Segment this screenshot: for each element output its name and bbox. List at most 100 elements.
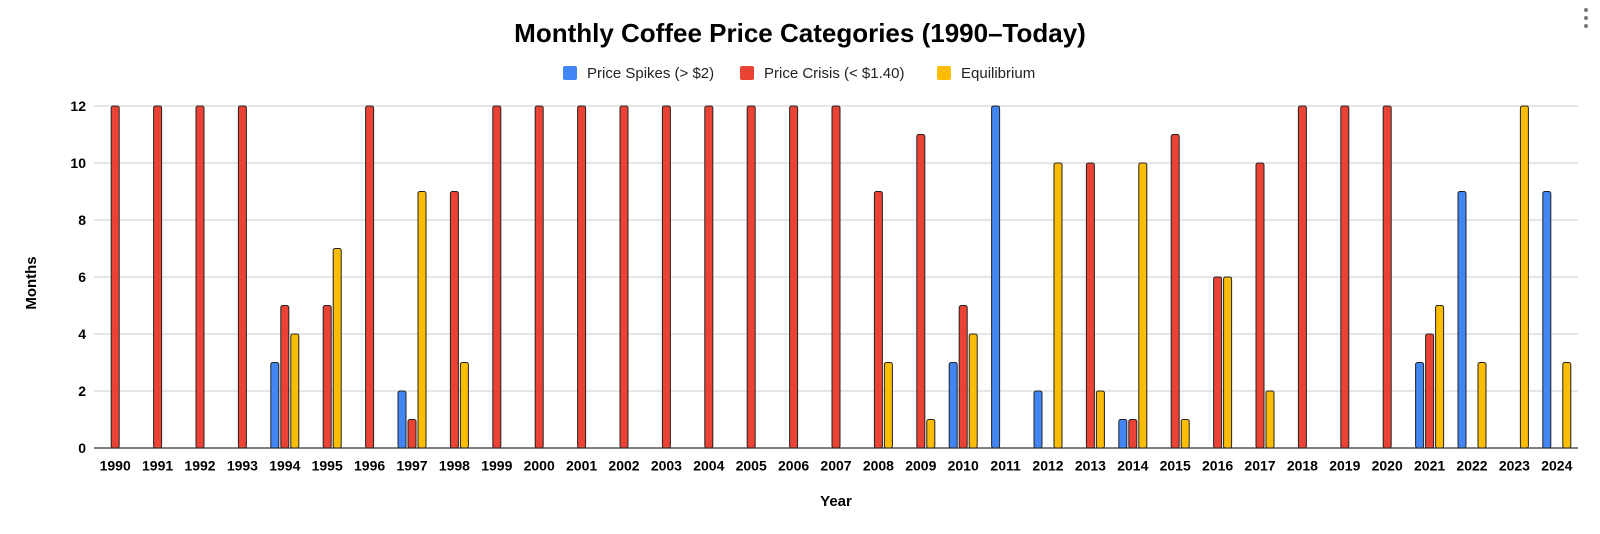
bar-2000-price-crisis bbox=[534, 105, 544, 449]
x-tick-label: 2021 bbox=[1414, 457, 1445, 473]
bar-1999-price-crisis bbox=[492, 105, 502, 449]
x-tick-label: 1990 bbox=[100, 457, 131, 473]
y-tick-label: 8 bbox=[78, 212, 86, 228]
bar-2013-equilibrium bbox=[1095, 390, 1105, 449]
x-tick-label: 2005 bbox=[736, 457, 767, 473]
x-tick-label: 2022 bbox=[1456, 457, 1487, 473]
bar-2008-price-crisis bbox=[873, 191, 883, 449]
y-tick-label: 4 bbox=[78, 326, 86, 342]
x-tick-label: 2013 bbox=[1075, 457, 1106, 473]
x-tick-label: 1994 bbox=[269, 457, 300, 473]
y-tick-label: 2 bbox=[78, 383, 86, 399]
x-tick-label: 2006 bbox=[778, 457, 809, 473]
bar-1991-price-crisis bbox=[153, 105, 163, 449]
bar-2022-price-spikes bbox=[1457, 191, 1467, 449]
bar-2010-price-crisis bbox=[958, 305, 968, 449]
x-tick-label: 2003 bbox=[651, 457, 682, 473]
bar-2021-price-spikes bbox=[1415, 362, 1425, 449]
legend: Price Spikes (> $2) Price Crisis (< $1.40… bbox=[563, 65, 1035, 82]
bar-2017-price-crisis bbox=[1255, 162, 1265, 449]
x-tick-label: 2011 bbox=[990, 457, 1021, 473]
bar-2004-price-crisis bbox=[704, 105, 714, 449]
bar-2018-price-crisis bbox=[1297, 105, 1307, 449]
bar-2015-price-crisis bbox=[1170, 134, 1180, 449]
y-tick-label: 0 bbox=[78, 440, 86, 456]
bar-1995-price-crisis bbox=[322, 305, 332, 449]
bar-1995-equilibrium bbox=[332, 248, 342, 449]
y-tick-label: 6 bbox=[78, 269, 86, 285]
bar-1994-price-crisis bbox=[280, 305, 290, 449]
bars bbox=[110, 105, 1572, 449]
bar-1998-price-crisis bbox=[449, 191, 459, 449]
bar-1992-price-crisis bbox=[195, 105, 205, 449]
bar-1994-equilibrium bbox=[290, 333, 300, 449]
x-tick-label: 1993 bbox=[227, 457, 258, 473]
y-tick-label: 12 bbox=[70, 98, 86, 114]
bar-2011-price-spikes bbox=[991, 105, 1001, 449]
bar-1990-price-crisis bbox=[110, 105, 120, 449]
bar-1997-equilibrium bbox=[417, 191, 427, 449]
bar-2014-equilibrium bbox=[1138, 162, 1148, 449]
bar-1994-price-spikes bbox=[270, 362, 280, 449]
x-tick-label: 2010 bbox=[948, 457, 979, 473]
bar-2008-equilibrium bbox=[883, 362, 893, 449]
x-tick-label: 1997 bbox=[396, 457, 427, 473]
bar-2014-price-crisis bbox=[1128, 419, 1138, 449]
bar-2017-equilibrium bbox=[1265, 390, 1275, 449]
y-tick-label: 10 bbox=[70, 155, 86, 171]
bar-2010-price-spikes bbox=[948, 362, 958, 449]
bar-2013-price-crisis bbox=[1085, 162, 1095, 449]
y-axis-label: Months bbox=[23, 256, 40, 309]
x-tick-label: 1998 bbox=[439, 457, 470, 473]
bar-2009-price-crisis bbox=[916, 134, 926, 449]
bar-2012-equilibrium bbox=[1053, 162, 1063, 449]
more-options-icon[interactable] bbox=[1584, 8, 1588, 28]
x-tick-label: 2020 bbox=[1372, 457, 1403, 473]
bar-2010-equilibrium bbox=[968, 333, 978, 449]
bar-2002-price-crisis bbox=[619, 105, 629, 449]
x-tick-label: 2014 bbox=[1117, 457, 1148, 473]
bar-1997-price-spikes bbox=[397, 390, 407, 449]
legend-swatch bbox=[563, 66, 577, 80]
bar-2007-price-crisis bbox=[831, 105, 841, 449]
x-tick-label: 2009 bbox=[905, 457, 936, 473]
legend-item: Price Spikes (> $2) bbox=[563, 65, 714, 82]
bar-2023-equilibrium bbox=[1519, 105, 1529, 449]
chart-title: Monthly Coffee Price Categories (1990–To… bbox=[514, 18, 1086, 48]
bar-2016-price-crisis bbox=[1213, 276, 1223, 449]
x-tick-label: 2016 bbox=[1202, 457, 1233, 473]
bar-2022-equilibrium bbox=[1477, 362, 1487, 449]
x-tick-label: 1996 bbox=[354, 457, 385, 473]
legend-item: Price Crisis (< $1.40) bbox=[740, 65, 904, 82]
bar-2015-equilibrium bbox=[1180, 419, 1190, 449]
x-tick-label: 1999 bbox=[481, 457, 512, 473]
x-tick-label: 2024 bbox=[1541, 457, 1572, 473]
x-tick-label: 2002 bbox=[608, 457, 639, 473]
x-tick-label: 2004 bbox=[693, 457, 724, 473]
bar-2014-price-spikes bbox=[1118, 419, 1128, 449]
x-tick-label: 2000 bbox=[524, 457, 555, 473]
x-tick-label: 2018 bbox=[1287, 457, 1318, 473]
legend-swatch bbox=[937, 66, 951, 80]
bar-2019-price-crisis bbox=[1340, 105, 1350, 449]
bar-1996-price-crisis bbox=[365, 105, 375, 449]
bar-2024-price-spikes bbox=[1542, 191, 1552, 449]
x-tick-label: 2008 bbox=[863, 457, 894, 473]
x-tick-label: 2017 bbox=[1244, 457, 1275, 473]
legend-label: Equilibrium bbox=[961, 65, 1035, 82]
x-tick-label: 1991 bbox=[142, 457, 173, 473]
legend-item: Equilibrium bbox=[937, 65, 1035, 82]
bar-2021-price-crisis bbox=[1425, 333, 1435, 449]
legend-label: Price Crisis (< $1.40) bbox=[764, 65, 904, 82]
bar-2005-price-crisis bbox=[746, 105, 756, 449]
bar-1997-price-crisis bbox=[407, 419, 417, 449]
bar-1993-price-crisis bbox=[237, 105, 247, 449]
bar-2021-equilibrium bbox=[1435, 305, 1445, 449]
bar-2009-equilibrium bbox=[926, 419, 936, 449]
x-tick-label: 2015 bbox=[1160, 457, 1191, 473]
bar-2006-price-crisis bbox=[789, 105, 799, 449]
legend-label: Price Spikes (> $2) bbox=[587, 65, 714, 82]
y-axis-ticks: 0 2 4 6 8 10 12 bbox=[70, 98, 86, 456]
x-tick-label: 2007 bbox=[820, 457, 851, 473]
x-tick-label: 2012 bbox=[1032, 457, 1063, 473]
